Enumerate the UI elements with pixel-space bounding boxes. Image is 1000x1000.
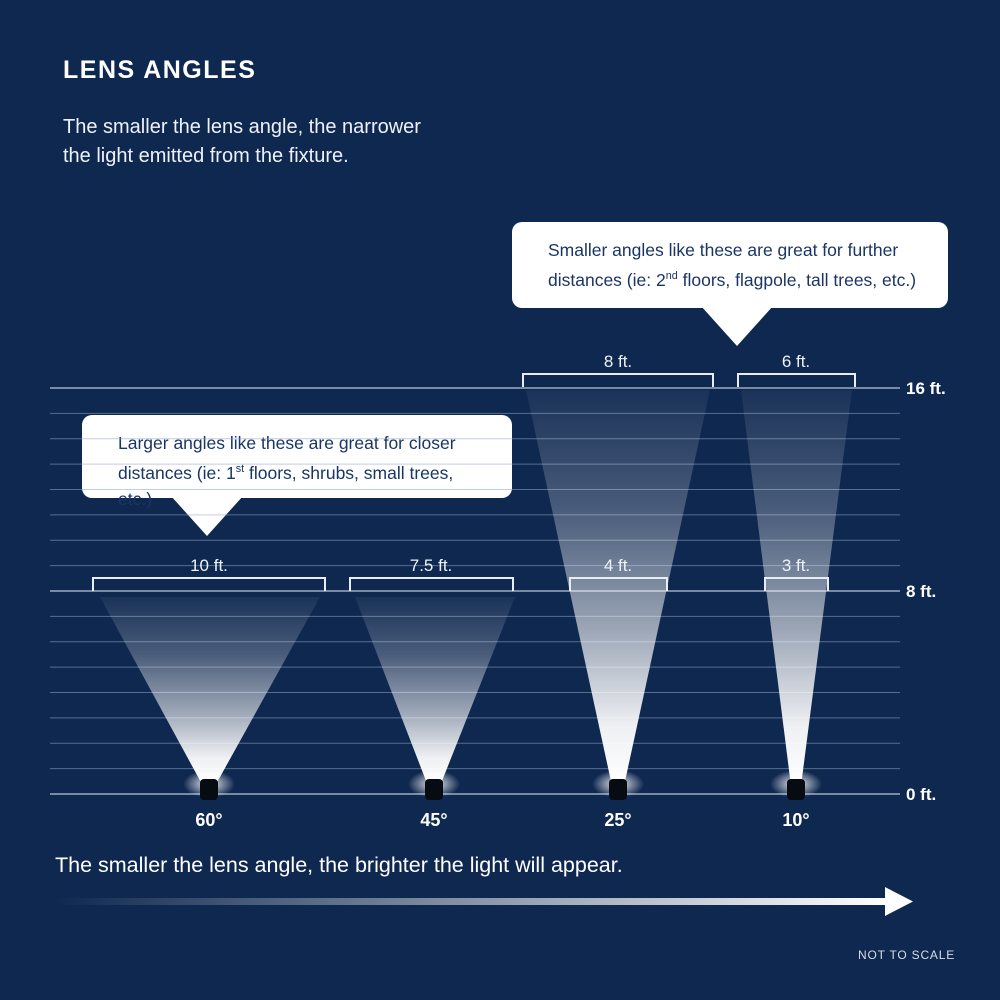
arrow-head-icon bbox=[885, 887, 913, 916]
axis-label-16ft: 16 ft. bbox=[906, 379, 946, 398]
angle-label-60deg: 60° bbox=[195, 810, 222, 830]
fixture-45deg bbox=[425, 779, 443, 800]
beam-25deg bbox=[526, 390, 710, 786]
callout-larger-angles: Larger angles like these are great for c… bbox=[82, 415, 512, 536]
brightness-arrow bbox=[55, 887, 913, 916]
fixture-10deg bbox=[787, 779, 805, 800]
bracket-6ft bbox=[737, 373, 856, 387]
light-fixtures bbox=[200, 779, 805, 800]
angle-label-45deg: 45° bbox=[420, 810, 447, 830]
light-beams bbox=[100, 390, 852, 786]
fixture-60deg bbox=[200, 779, 218, 800]
axis-label-0ft: 0 ft. bbox=[906, 785, 936, 804]
ordinal-superscript: nd bbox=[665, 270, 678, 282]
beam-60deg bbox=[100, 597, 320, 786]
fixture-25deg bbox=[609, 779, 627, 800]
page-subtitle: The smaller the lens angle, the narrower… bbox=[63, 113, 421, 171]
angle-label-25deg: 25° bbox=[604, 810, 631, 830]
callout-smaller-line-2: distances (ie: 2nd floors, flagpole, tal… bbox=[548, 269, 917, 290]
bracket-7-5ft bbox=[349, 577, 514, 591]
width-brackets bbox=[92, 373, 856, 591]
axis-label-8ft: 8 ft. bbox=[906, 582, 936, 601]
beam-45deg bbox=[355, 597, 515, 786]
subtitle-line-2: the light emitted from the fixture. bbox=[63, 145, 349, 167]
width-label-10deg-mid: 3 ft. bbox=[782, 556, 810, 575]
not-to-scale-note: NOT TO SCALE bbox=[858, 948, 955, 962]
width-label-25deg-top: 8 ft. bbox=[604, 352, 632, 371]
page-title: LENS ANGLES bbox=[63, 56, 257, 84]
width-label-10deg-top: 6 ft. bbox=[782, 352, 810, 371]
beam-10deg bbox=[741, 390, 852, 786]
angle-label-10deg: 10° bbox=[782, 810, 809, 830]
subtitle-line-1: The smaller the lens angle, the narrower bbox=[63, 116, 421, 138]
callout-larger-line-2: distances (ie: 1st floors, shrubs, small… bbox=[118, 462, 454, 509]
bracket-3ft bbox=[764, 577, 829, 591]
callout-larger-line-1: Larger angles like these are great for c… bbox=[118, 433, 456, 453]
bracket-10ft bbox=[92, 577, 326, 591]
width-label-45deg: 7.5 ft. bbox=[410, 556, 453, 575]
bracket-8ft bbox=[522, 373, 714, 387]
callout-smaller-line-1: Smaller angles like these are great for … bbox=[548, 240, 899, 260]
width-label-25deg-mid: 4 ft. bbox=[604, 556, 632, 575]
width-label-60deg: 10 ft. bbox=[190, 556, 228, 575]
arrow-shaft bbox=[55, 898, 885, 905]
footer-caption: The smaller the lens angle, the brighter… bbox=[55, 853, 623, 877]
ordinal-superscript: st bbox=[235, 463, 245, 475]
callout-smaller-angles: Smaller angles like these are great for … bbox=[512, 222, 948, 346]
bracket-4ft bbox=[569, 577, 668, 591]
